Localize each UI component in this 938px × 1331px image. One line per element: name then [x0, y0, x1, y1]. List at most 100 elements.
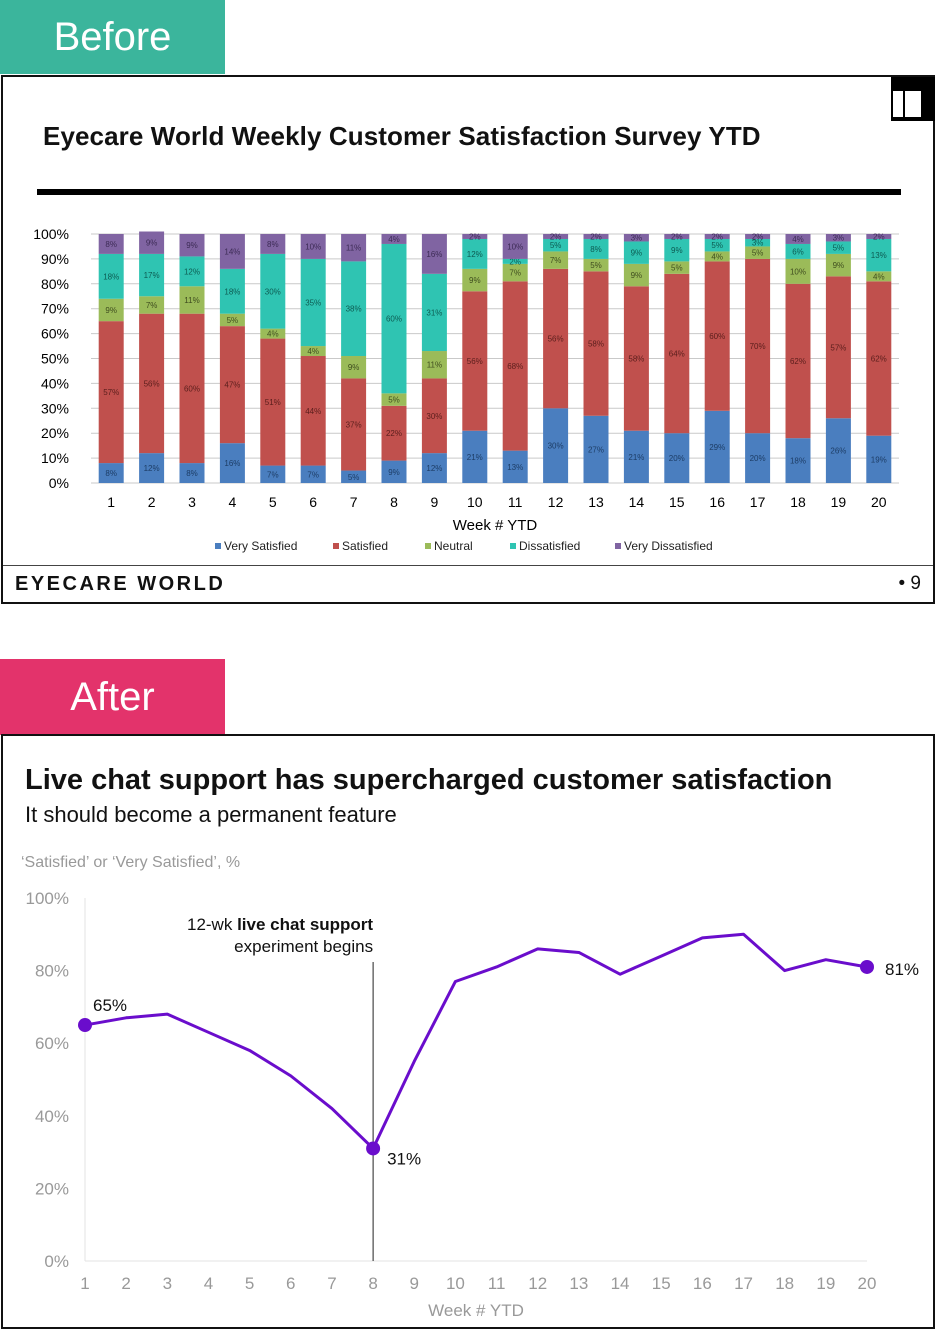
y-tick-label: 100% [26, 889, 69, 908]
x-tick-label: 14 [629, 494, 645, 510]
before-slide: Eyecare World Weekly Customer Satisfacti… [1, 75, 935, 604]
bar-segment [139, 296, 165, 314]
data-label: 16% [426, 250, 442, 259]
bar-segment [502, 281, 528, 451]
bar-segment [866, 271, 892, 282]
data-label: 4% [388, 235, 400, 244]
after-chart-subtitle: It should become a permanent feature [25, 802, 397, 827]
bar-segment [462, 234, 488, 239]
data-label: 5% [550, 241, 562, 250]
bar-segment [98, 234, 124, 254]
bar-segment [543, 268, 569, 409]
data-label: 8% [267, 240, 279, 249]
data-label: 70% [750, 342, 766, 351]
bar-segment [704, 251, 730, 262]
bar-segment [98, 253, 124, 299]
legend-label: Very Satisfied [224, 539, 297, 553]
bar-segment [825, 234, 851, 242]
bar-segment [583, 258, 609, 272]
bar-segment [664, 261, 690, 274]
x-tick-label: 17 [734, 1274, 753, 1293]
data-label: 7% [307, 470, 319, 479]
data-label: 20% [750, 454, 766, 463]
data-label: 2% [550, 232, 562, 241]
x-tick-label: 5 [245, 1274, 254, 1293]
data-label: 10% [507, 242, 523, 251]
data-label: 8% [105, 240, 117, 249]
legend-label: Neutral [434, 539, 473, 553]
x-tick-label: 13 [588, 494, 604, 510]
data-label: 9% [671, 246, 683, 255]
y-tick-label: 60% [35, 1034, 69, 1053]
after-chart-title: Live chat support has supercharged custo… [25, 764, 833, 796]
x-tick-label: 6 [309, 494, 317, 510]
highlight-point [78, 1018, 92, 1033]
after-slide: Live chat support has supercharged custo… [1, 734, 935, 1329]
data-label: 7% [550, 256, 562, 265]
data-label: 58% [628, 355, 644, 364]
bar-segment [825, 241, 851, 254]
bar-segment [704, 238, 730, 252]
data-label: 51% [265, 398, 281, 407]
data-label: 18% [103, 272, 119, 281]
data-label: 58% [588, 340, 604, 349]
bar-segment [98, 321, 124, 464]
data-label: 2% [752, 232, 764, 241]
x-tick-label: 10 [446, 1274, 465, 1293]
x-tick-label: 15 [652, 1274, 671, 1293]
bar-segment [139, 231, 165, 254]
y-tick-label: 50% [41, 351, 69, 367]
bar-segment [664, 234, 690, 239]
data-label: 5% [711, 241, 723, 250]
data-label: 56% [144, 379, 160, 388]
bar-segment [421, 351, 447, 379]
bar-segment [623, 263, 649, 287]
data-label: 21% [467, 453, 483, 462]
bar-segment [300, 465, 326, 483]
data-label: 60% [709, 332, 725, 341]
bar-segment [704, 234, 730, 239]
data-label: 64% [669, 350, 685, 359]
point-label: 31% [387, 1149, 421, 1168]
x-tick-label: 3 [188, 494, 196, 510]
bar-segment [139, 453, 165, 483]
bar-segment [623, 430, 649, 483]
bar-segment [704, 410, 730, 483]
x-tick-label: 3 [163, 1274, 172, 1293]
data-label: 47% [224, 381, 240, 390]
data-label: 5% [348, 473, 360, 482]
data-label: 11% [184, 296, 199, 305]
bar-segment [179, 234, 205, 257]
data-label: 30% [548, 442, 564, 451]
x-tick-label: 14 [611, 1274, 630, 1293]
bar-segment [866, 281, 892, 436]
legend-swatch [215, 543, 221, 549]
bar-segment [381, 243, 407, 394]
x-tick-label: 5 [269, 494, 277, 510]
data-label: 3% [833, 234, 845, 243]
bar-segment [462, 291, 488, 431]
x-tick-label: 20 [871, 494, 887, 510]
x-axis-title: Week # YTD [428, 1301, 524, 1320]
y-tick-label: 80% [35, 962, 69, 981]
y-tick-label: 40% [41, 375, 69, 391]
annotation-line-1: 12-wk live chat support [187, 915, 373, 934]
legend-label: Satisfied [342, 539, 388, 553]
bar-segment [745, 246, 771, 259]
data-label: 11% [427, 361, 442, 370]
bar-segment [825, 276, 851, 419]
bar-segment [866, 435, 892, 483]
data-label: 30% [265, 287, 281, 296]
bar-segment [583, 271, 609, 416]
data-label: 2% [711, 232, 723, 241]
x-tick-label: 9 [410, 1274, 419, 1293]
bar-segment [219, 326, 245, 444]
x-tick-label: 19 [816, 1274, 835, 1293]
y-tick-label: 10% [41, 450, 69, 466]
x-tick-label: 1 [80, 1274, 89, 1293]
data-label: 2% [873, 232, 885, 241]
bar-segment [260, 328, 286, 339]
bar-segment [300, 346, 326, 357]
data-label: 9% [348, 363, 360, 372]
data-label: 9% [388, 468, 400, 477]
